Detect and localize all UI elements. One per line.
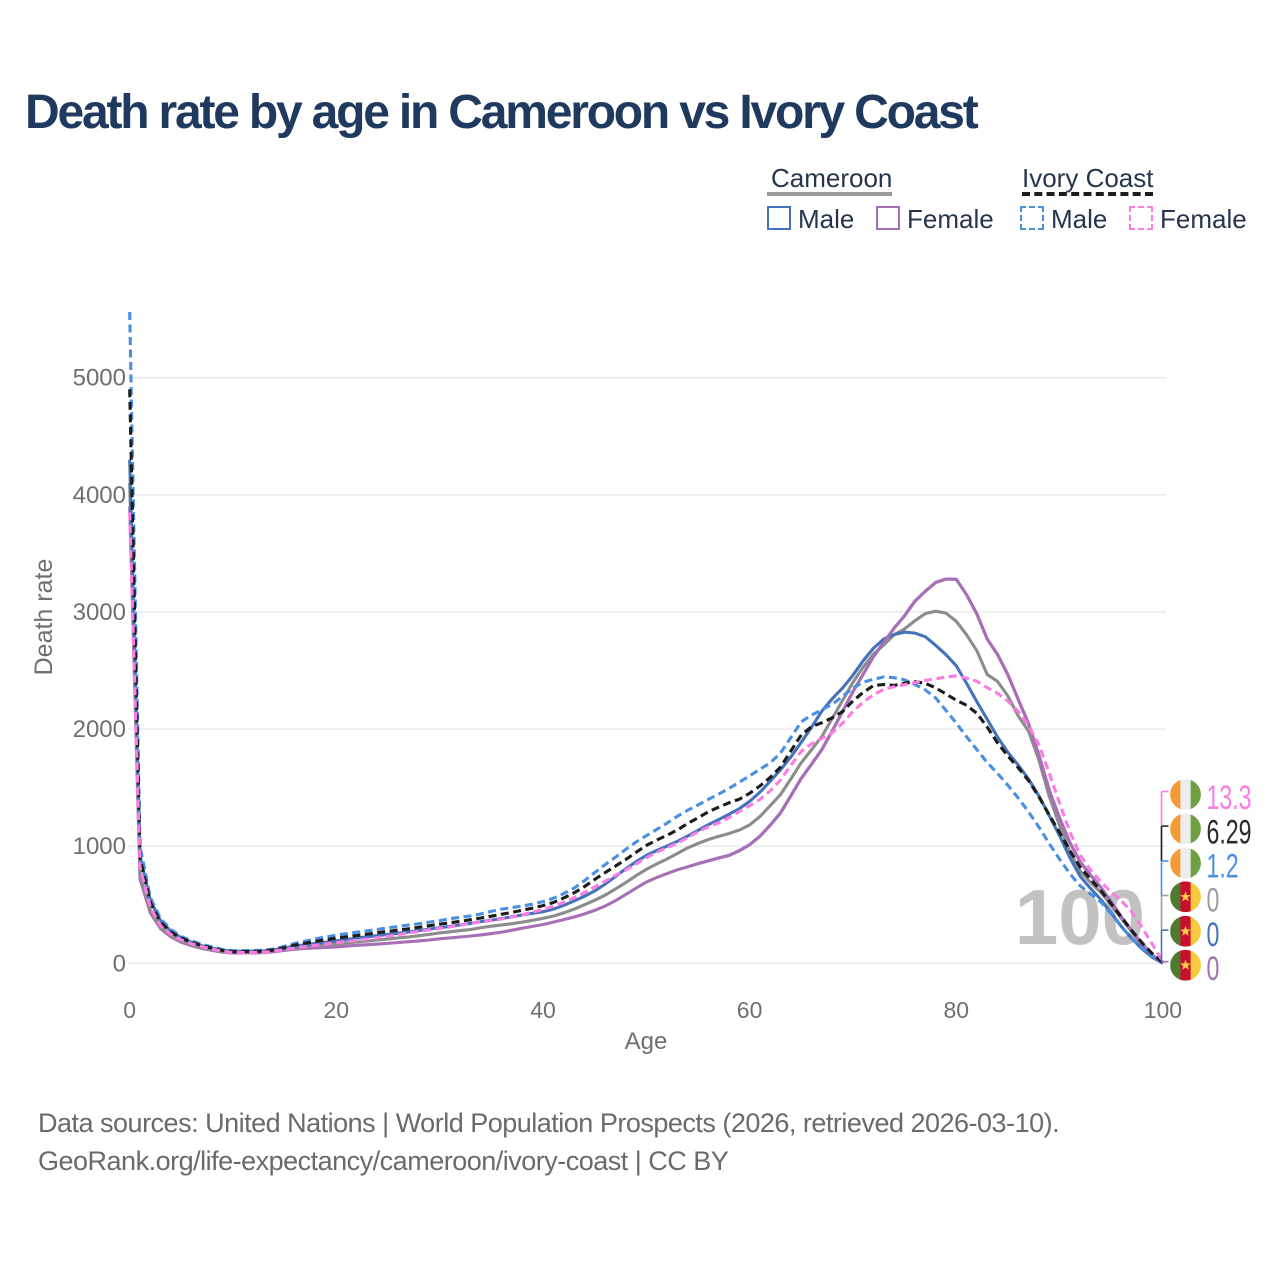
svg-text:0: 0 — [1207, 917, 1220, 954]
svg-text:100: 100 — [1144, 997, 1182, 1023]
svg-text:5000: 5000 — [73, 365, 126, 392]
svg-text:20: 20 — [324, 997, 350, 1023]
svg-text:3000: 3000 — [73, 599, 126, 626]
svg-text:0: 0 — [123, 997, 136, 1023]
svg-text:60: 60 — [737, 997, 763, 1023]
svg-text:0: 0 — [1207, 951, 1220, 988]
svg-text:1000: 1000 — [73, 833, 126, 860]
svg-text:4000: 4000 — [73, 482, 126, 509]
svg-text:0: 0 — [1207, 882, 1220, 919]
svg-text:6.29: 6.29 — [1207, 814, 1252, 851]
svg-text:Age: Age — [625, 1028, 668, 1055]
svg-text:40: 40 — [530, 997, 556, 1023]
svg-text:13.3: 13.3 — [1207, 780, 1252, 817]
svg-text:80: 80 — [944, 997, 970, 1023]
svg-text:1.2: 1.2 — [1207, 848, 1239, 885]
svg-text:2000: 2000 — [73, 716, 126, 743]
svg-text:Death rate: Death rate — [30, 559, 58, 676]
svg-text:0: 0 — [113, 950, 126, 977]
